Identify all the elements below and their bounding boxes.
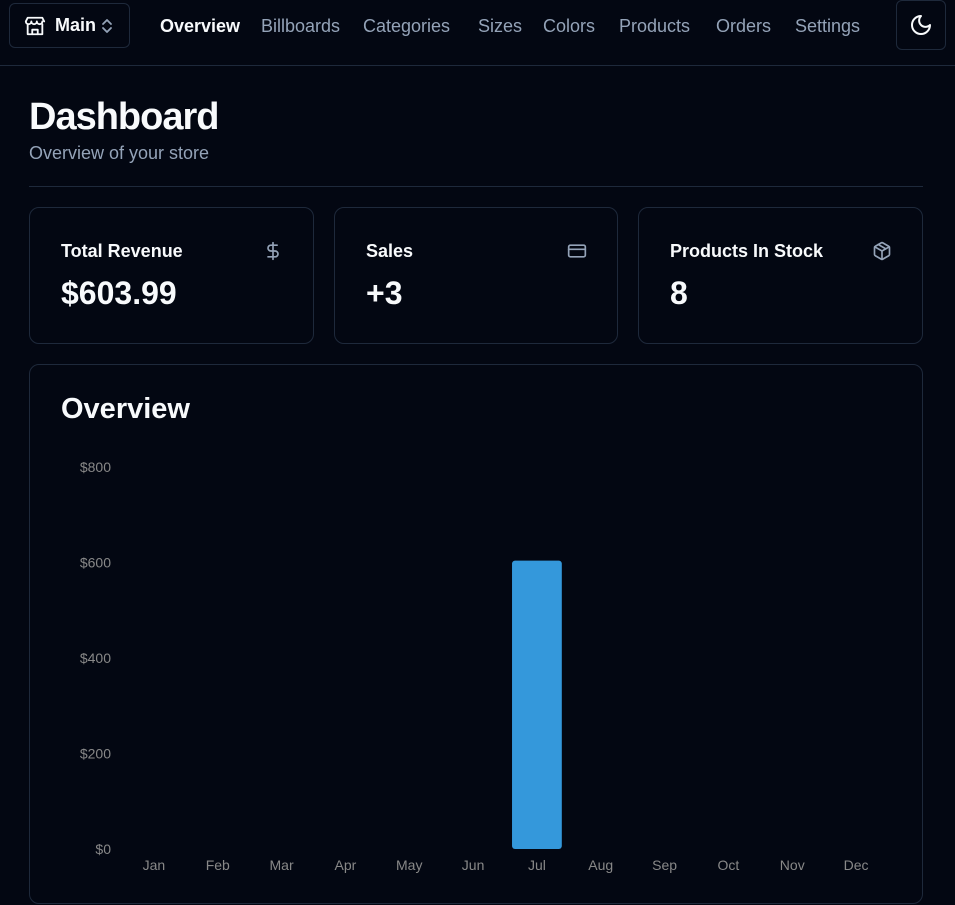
- x-tick-label: Jul: [528, 857, 546, 873]
- theme-toggle-button[interactable]: [896, 0, 946, 50]
- x-tick-label: Apr: [335, 857, 357, 873]
- dollar-icon: [263, 241, 283, 261]
- stat-card-total-revenue: Total Revenue $603.99: [29, 207, 314, 344]
- nav-link-billboards[interactable]: Billboards: [261, 16, 341, 36]
- store-icon: [24, 15, 46, 37]
- stat-card-title: Products In Stock: [670, 241, 824, 261]
- store-switcher[interactable]: Main: [9, 3, 130, 48]
- nav-link-orders[interactable]: Orders: [716, 16, 772, 36]
- x-tick-label: Jan: [143, 857, 166, 873]
- x-tick-label: Feb: [206, 857, 230, 873]
- stat-card-value: 8: [670, 275, 688, 311]
- bar-jul[interactable]: [512, 560, 562, 849]
- overview-title: Overview: [61, 393, 190, 425]
- store-switcher-label: Main: [55, 15, 97, 35]
- x-tick-label: Aug: [588, 857, 613, 873]
- x-tick-label: Jun: [462, 857, 485, 873]
- revenue-bar-chart: $0 $200 $400 $600 $800 Jan Feb Mar Apr May Jun Jul A…: [80, 459, 869, 873]
- page-subtitle: Overview of your store: [29, 143, 210, 163]
- nav-link-overview[interactable]: Overview: [160, 16, 241, 36]
- nav-link-colors[interactable]: Colors: [543, 16, 596, 36]
- moon-icon: [909, 13, 933, 37]
- nav-link-sizes[interactable]: Sizes: [478, 16, 523, 36]
- stat-card-products-in-stock: Products In Stock 8: [638, 207, 923, 344]
- stat-card-value: +3: [366, 275, 403, 311]
- y-tick-label: $400: [80, 650, 111, 666]
- top-navbar: Main Overview Billboards Categories Size…: [0, 0, 955, 66]
- x-tick-label: Mar: [270, 857, 294, 873]
- overview-card: Overview $0 $200 $400 $600 $800 Jan Feb Mar Apr M…: [29, 364, 923, 904]
- x-tick-label: Nov: [780, 857, 805, 873]
- page-title: Dashboard: [29, 96, 219, 138]
- nav-link-settings[interactable]: Settings: [795, 16, 861, 36]
- package-icon: [872, 241, 892, 261]
- y-tick-label: $800: [80, 459, 111, 475]
- x-tick-label: Sep: [652, 857, 677, 873]
- y-tick-label: $600: [80, 555, 111, 571]
- x-tick-label: Oct: [718, 857, 740, 873]
- x-tick-label: Dec: [844, 857, 869, 873]
- nav-link-products[interactable]: Products: [619, 16, 691, 36]
- credit-card-icon: [567, 241, 587, 261]
- chevrons-up-down-icon: [100, 17, 114, 35]
- stat-card-value: $603.99: [61, 275, 177, 311]
- header-divider: [29, 186, 923, 187]
- x-tick-label: May: [396, 857, 422, 873]
- y-tick-label: $200: [80, 746, 111, 762]
- stat-card-sales: Sales +3: [334, 207, 618, 344]
- stat-card-title: Total Revenue: [61, 241, 183, 261]
- stat-card-title: Sales: [366, 241, 414, 261]
- nav-link-categories[interactable]: Categories: [363, 16, 451, 36]
- y-tick-label: $0: [95, 841, 111, 857]
